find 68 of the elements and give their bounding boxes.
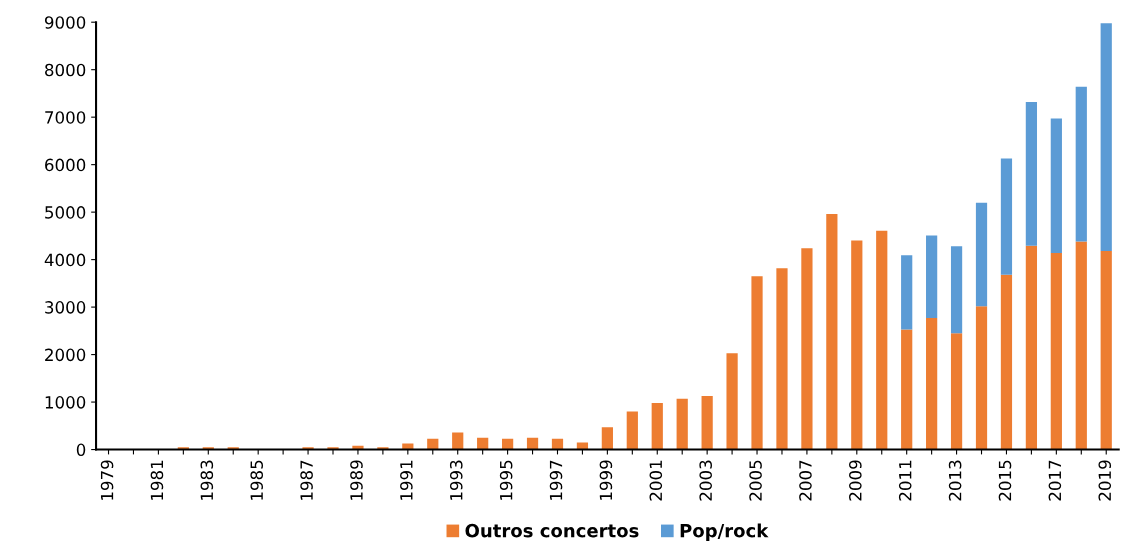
y-tick-label: 7000: [45, 111, 86, 124]
y-tick-label: 1000: [45, 396, 86, 409]
bar: [1100, 23, 1112, 252]
bar: [801, 248, 813, 450]
y-tick-label: 6000: [45, 158, 86, 172]
bar: [776, 268, 788, 450]
x-tick-label: 2009: [849, 460, 862, 501]
x-tick-label: 2017: [1048, 460, 1062, 501]
bar: [626, 411, 638, 450]
x-tick-label: 2007: [799, 460, 812, 501]
legend-label: Outros concertos: [465, 523, 639, 538]
bar: [1075, 241, 1087, 450]
y-tick-label: 9000: [44, 16, 86, 29]
x-tick-label: 2019: [1098, 460, 1112, 501]
bar: [851, 240, 863, 450]
x-tick-label: 1995: [499, 460, 513, 500]
bar: [477, 437, 489, 450]
x-tick-label: 1999: [599, 460, 613, 500]
x-tick-label: 1981: [150, 460, 164, 500]
bar: [1050, 118, 1062, 253]
x-tick-label: 2011: [898, 460, 912, 501]
bar: [975, 306, 988, 450]
x-tick-label: 1997: [549, 460, 563, 500]
bar: [950, 333, 963, 450]
bar: [950, 246, 963, 334]
x-tick-label: 1989: [350, 460, 363, 500]
y-tick-label: 3000: [45, 301, 86, 314]
bar: [1000, 274, 1013, 450]
x-tick-label: 1987: [300, 460, 313, 500]
x-tick-label: 2003: [699, 460, 712, 501]
bar: [402, 443, 414, 450]
bar: [651, 403, 663, 450]
x-tick-label: 1979: [100, 460, 114, 500]
y-tick-label: 4000: [44, 253, 86, 267]
legend-label: Pop/rock: [680, 523, 769, 541]
bar: [1050, 252, 1062, 450]
bar: [1075, 86, 1087, 242]
bar: [876, 230, 888, 450]
bar: [526, 437, 539, 450]
x-tick-label: 2015: [998, 460, 1012, 501]
x-tick-label: 1993: [449, 460, 463, 500]
x-tick-label: 1983: [200, 460, 214, 500]
bar: [926, 318, 938, 450]
y-tick-label: 2000: [45, 348, 86, 362]
bar: [452, 432, 464, 450]
bar: [601, 427, 613, 450]
bar: [901, 329, 913, 450]
bar: [926, 235, 938, 319]
y-tick-label: 0: [76, 443, 86, 457]
bar: [1000, 158, 1013, 275]
x-tick-label: 2013: [948, 460, 962, 501]
bar: [726, 353, 738, 450]
bar: [1025, 245, 1038, 450]
x-tick-label: 2001: [649, 460, 663, 501]
x-tick-label: 1985: [250, 460, 264, 500]
bar: [901, 255, 913, 330]
x-tick-label: 2005: [749, 460, 762, 501]
y-tick-label: 8000: [45, 63, 86, 77]
bar: [1025, 101, 1038, 246]
x-tick-label: 1991: [400, 460, 413, 500]
bar: [826, 214, 838, 450]
bar: [676, 398, 688, 450]
bar: [975, 202, 988, 307]
y-tick-label: 5000: [45, 206, 86, 219]
bar: [1100, 251, 1112, 450]
bar: [701, 395, 713, 450]
bar: [751, 276, 763, 450]
bar: [576, 442, 589, 450]
